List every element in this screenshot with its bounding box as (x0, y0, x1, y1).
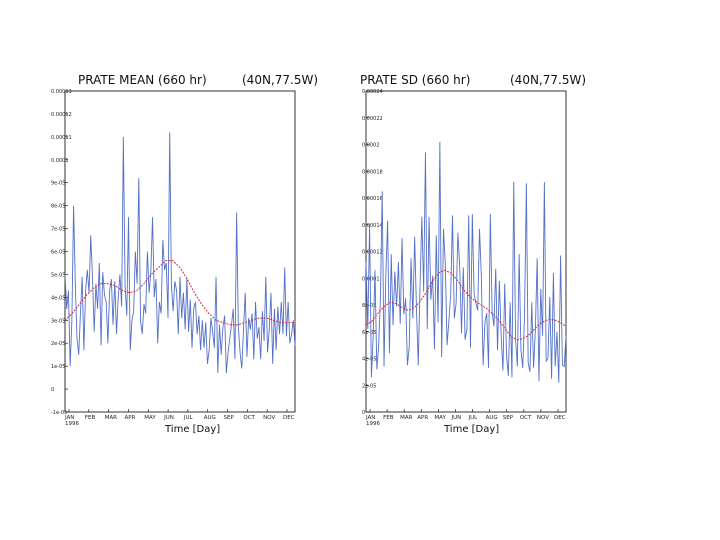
mean-x-tick-label: 1996 (65, 421, 79, 427)
mean-chart-title: PRATE MEAN (660 hr) (78, 73, 207, 87)
sd-x-tick-label: APR (417, 415, 428, 421)
mean-y-tick-label: 6e-05 (51, 250, 65, 256)
mean-y-tick-label: 5e-05 (51, 272, 65, 278)
sd-chart-title: PRATE SD (660 hr) (360, 73, 470, 87)
sd-x-tick-label: DEC (554, 415, 566, 421)
sd-x-tick-label: FEB (383, 415, 394, 421)
mean-y-tick-label: 0.00012 (51, 112, 72, 118)
mean-chart-location: (40N,77.5W) (242, 73, 318, 87)
sd-y-tick-label: 0 (362, 410, 365, 416)
mean-raw-series-line (64, 132, 296, 374)
mean-y-tick-label: 1e-05 (51, 364, 65, 370)
mean-smoothed-series-line (64, 260, 295, 326)
mean-chart-panel: PRATE MEAN (660 hr) (40N,77.5W) 0.000130… (51, 73, 318, 435)
sd-y-tick-label: 0.0001 (362, 276, 380, 282)
mean-y-tick-label: 0.0001 (51, 158, 69, 164)
mean-y-tick-label: 4e-05 (51, 295, 65, 301)
mean-x-tick-label: JUN (163, 415, 174, 421)
sd-chart-location: (40N,77.5W) (510, 73, 586, 87)
sd-smoothed-series-line (365, 269, 567, 341)
sd-y-tick-label: 4e-05 (362, 357, 376, 363)
mean-x-tick-label: AUG (204, 415, 216, 421)
sd-y-tick-label: 6e-05 (362, 330, 376, 336)
mean-y-tick-label: 0.00013 (51, 89, 72, 95)
mean-y-tick-label: 0.00011 (51, 135, 72, 141)
sd-y-tick-label: 0.00018 (362, 169, 383, 175)
mean-x-tick-label: FEB (85, 415, 96, 421)
mean-x-tick-label: MAY (144, 415, 156, 421)
sd-y-tick-label: 0.00016 (362, 196, 383, 202)
sd-x-tick-label: NOV (537, 415, 549, 421)
sd-y-tick-label: 0.00012 (362, 250, 383, 256)
sd-x-tick-label: OCT (520, 415, 532, 421)
sd-x-tick-label: 1996 (366, 421, 380, 427)
sd-y-tick-label: 0.00024 (362, 89, 383, 95)
mean-x-tick-label: NOV (263, 415, 275, 421)
sd-y-tick-label: 0.0002 (362, 143, 380, 149)
mean-y-axis: 0.00013 0.00012 0.00011 0.0001 9e-05 8e-05 7e-… (51, 89, 72, 416)
mean-y-tick-label: 0 (51, 387, 54, 393)
mean-x-axis-label: Time [Day] (164, 424, 220, 435)
mean-series (64, 132, 296, 374)
mean-plot-frame (64, 90, 296, 413)
sd-x-tick-label: MAY (434, 415, 446, 421)
sd-x-tick-label: SEP (503, 415, 514, 421)
mean-x-tick-label: JUL (183, 415, 194, 421)
mean-y-tick-label: -1e-05 (51, 410, 67, 416)
sd-raw-series-line (365, 141, 567, 383)
sd-y-tick-label: 2e-05 (362, 383, 376, 389)
sd-x-tick-label: JUN (450, 415, 461, 421)
sd-x-axis-label: Time [Day] (443, 424, 499, 435)
sd-series (365, 141, 567, 383)
sd-x-tick-label: MAR (400, 415, 413, 421)
mean-y-tick-label: 8e-05 (51, 204, 65, 210)
mean-y-tick-label: 2e-05 (51, 341, 65, 347)
sd-y-axis: 0.00024 0.00022 0.0002 0.00018 0.00016 0.0001… (362, 89, 383, 416)
mean-x-tick-label: OCT (243, 415, 255, 421)
sd-y-tick-label: 0.00022 (362, 116, 383, 122)
sd-plot-frame (365, 90, 567, 413)
mean-y-tick-label: 7e-05 (51, 227, 65, 233)
mean-x-tick-label: JAN (64, 415, 74, 421)
mean-x-tick-label: APR (124, 415, 135, 421)
mean-y-tick-label: 9e-05 (51, 181, 65, 187)
mean-y-tick-label: 3e-05 (51, 318, 65, 324)
sd-chart-panel: PRATE SD (660 hr) (40N,77.5W) 0.000240.0… (360, 73, 586, 435)
sd-x-tick-label: JUL (468, 415, 479, 421)
sd-x-tick-label: AUG (486, 415, 498, 421)
mean-x-tick-label: SEP (224, 415, 235, 421)
sd-y-tick-label: 8e-05 (362, 303, 376, 309)
mean-x-tick-label: DEC (283, 415, 295, 421)
mean-x-tick-label: MAR (105, 415, 118, 421)
sd-y-tick-label: 0.00014 (362, 223, 383, 229)
sd-x-tick-label: JAN (365, 415, 375, 421)
